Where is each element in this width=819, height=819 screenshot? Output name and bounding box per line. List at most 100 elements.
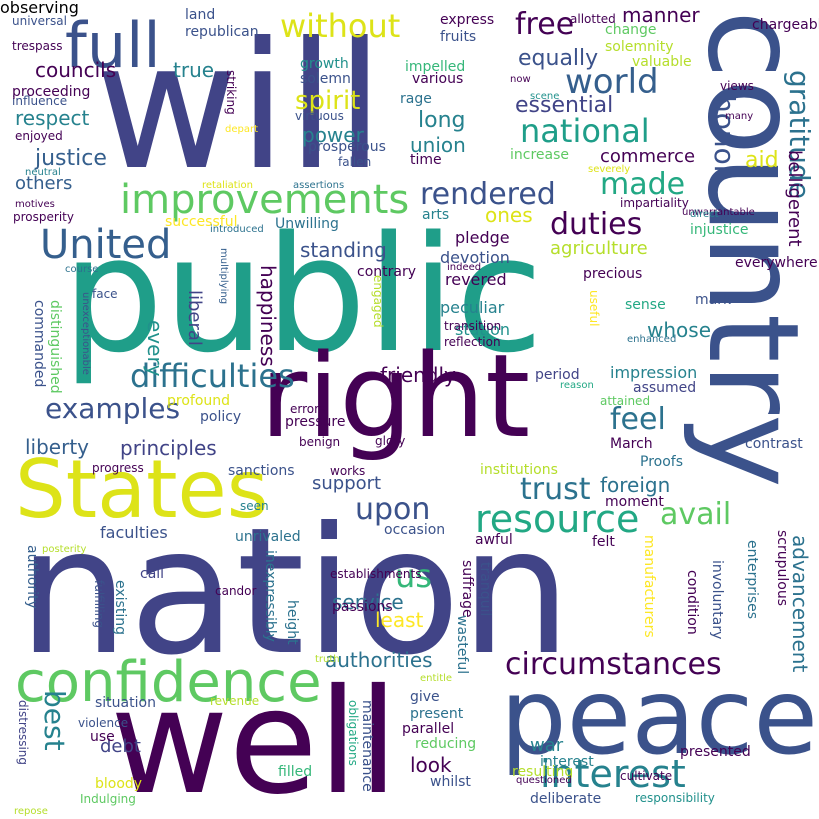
word: unrivaled [235, 529, 301, 545]
word: whilst [430, 774, 471, 790]
word: ones [485, 203, 533, 227]
word: examples [45, 392, 181, 425]
word: contrary [357, 264, 417, 280]
word: depart [225, 124, 259, 135]
word: councils [35, 58, 117, 82]
word: without [280, 7, 401, 45]
word: benign [299, 435, 341, 449]
word: world [565, 62, 659, 102]
word: public [62, 201, 544, 388]
word: advancement [788, 535, 812, 673]
word: foreign [600, 473, 671, 497]
word: institutions [480, 462, 558, 478]
word: debt [100, 736, 141, 757]
word: progress [92, 461, 144, 475]
word: striking [224, 70, 238, 115]
word: contrast [745, 436, 803, 452]
word: enterprises [744, 540, 760, 620]
word: introduced [210, 224, 264, 235]
word: condition [684, 570, 700, 635]
word: posterity [42, 544, 87, 555]
word: successful [165, 214, 238, 230]
word: engaged [371, 275, 385, 328]
word: others [15, 173, 73, 194]
word: liberal [184, 290, 205, 346]
word: moment [605, 494, 664, 510]
word: scene [530, 91, 560, 102]
word: us [395, 557, 432, 595]
word: reflection [444, 335, 501, 349]
word: pressure [285, 414, 346, 430]
word: whose [647, 318, 711, 342]
word: prosperity [13, 210, 74, 224]
word: justice [35, 146, 107, 171]
word: situation [95, 695, 156, 711]
word: express [440, 12, 495, 28]
word: increase [510, 147, 570, 163]
word: avail [660, 497, 732, 532]
word: distinguished [47, 300, 63, 394]
word: pledge [455, 228, 510, 247]
word: attained [600, 394, 651, 408]
word: impartiality [620, 196, 689, 210]
word: injustice [690, 222, 749, 238]
word: belligerent [784, 150, 805, 247]
word: Indulging [80, 792, 136, 806]
word: difficulties [130, 357, 295, 395]
word: interest [540, 752, 686, 796]
word: various [412, 71, 464, 87]
word: violence [78, 716, 129, 730]
word: country [680, 10, 819, 489]
word: commerce [600, 146, 696, 167]
word: filled [278, 764, 313, 780]
word: mark [695, 292, 732, 308]
word: nation [18, 491, 572, 694]
word: precious [583, 266, 643, 282]
word: universal [12, 14, 67, 28]
word: feel [610, 402, 666, 437]
word: trust [520, 472, 591, 507]
word: national [520, 112, 650, 150]
word: made [600, 167, 686, 202]
word: presented [680, 744, 751, 760]
word: spirit [295, 86, 361, 116]
word: enhanced [627, 334, 677, 345]
word: station [455, 320, 511, 339]
word: respect [15, 106, 90, 130]
word: motives [15, 199, 55, 210]
word: scrupulous [774, 530, 790, 607]
word: change [605, 22, 657, 38]
word: present [410, 706, 464, 722]
word: unwarrantable [682, 207, 755, 218]
word: influence [12, 94, 68, 108]
word: distressing [16, 700, 30, 766]
word: chargeable [752, 17, 819, 33]
word: time [410, 152, 442, 168]
word: direct [690, 209, 719, 220]
word: manufacturers [641, 535, 657, 638]
word: standing [300, 238, 387, 262]
word: many [725, 111, 754, 122]
word: fulfilling [92, 580, 106, 628]
word: republican [185, 24, 259, 40]
word: candor [215, 584, 257, 598]
word: commanded [31, 300, 47, 388]
word: faculties [100, 523, 168, 542]
word: suffrage [459, 560, 475, 618]
word: neutral [25, 167, 61, 178]
word: questioned [516, 775, 572, 786]
word: works [330, 464, 366, 478]
word: upon [355, 492, 431, 527]
word: unexceptionable [80, 292, 91, 375]
word: essential [515, 93, 614, 118]
word: passions [332, 599, 393, 615]
word: wasteful [454, 615, 470, 675]
word: reducing [415, 736, 477, 752]
word: prosperous [308, 139, 386, 155]
word: impelled [405, 59, 466, 75]
word: fallen [338, 155, 372, 169]
word: revered [445, 270, 507, 289]
word: interest [540, 754, 594, 770]
word: liberty [25, 435, 90, 459]
word: equally [518, 46, 599, 71]
